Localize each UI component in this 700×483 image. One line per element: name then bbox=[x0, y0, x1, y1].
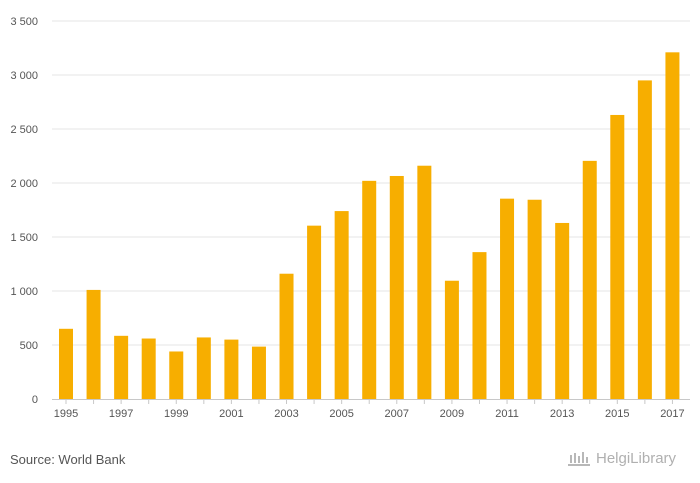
bar-1997 bbox=[114, 335, 129, 399]
y-tick-label: 2 000 bbox=[10, 178, 38, 190]
x-tick-label: 2001 bbox=[219, 408, 243, 420]
bar-2013 bbox=[555, 222, 570, 399]
bar-1998 bbox=[141, 338, 156, 399]
bar-2010 bbox=[472, 252, 487, 399]
x-tick-label: 2007 bbox=[385, 408, 409, 420]
y-tick-label: 3 500 bbox=[10, 16, 38, 28]
y-axis: 0 500 1 000 1 500 2 000 2 500 3 000 3 500 bbox=[10, 16, 38, 406]
x-tick-label: 2017 bbox=[660, 408, 684, 420]
x-tick-label: 1995 bbox=[54, 408, 78, 420]
x-tick-label: 2003 bbox=[274, 408, 298, 420]
bar-2002 bbox=[251, 346, 266, 399]
x-tick-label: 2005 bbox=[329, 408, 353, 420]
bar-2000 bbox=[196, 337, 211, 399]
bar-1999 bbox=[169, 351, 184, 399]
bar-2004 bbox=[307, 225, 322, 399]
x-tick-label: 2013 bbox=[550, 408, 574, 420]
y-tick-label: 1 000 bbox=[10, 286, 38, 298]
y-tick-label: 1 500 bbox=[10, 232, 38, 244]
library-icon bbox=[568, 452, 590, 466]
y-tick-label: 3 000 bbox=[10, 70, 38, 82]
x-tick-label: 2009 bbox=[440, 408, 464, 420]
y-tick-label: 500 bbox=[20, 340, 38, 352]
bar-2006 bbox=[362, 180, 377, 399]
x-tick-label: 2011 bbox=[495, 408, 519, 420]
x-tick-label: 2015 bbox=[605, 408, 629, 420]
y-tick-label: 2 500 bbox=[10, 124, 38, 136]
source-note: Source: World Bank bbox=[10, 452, 126, 467]
bar-1996 bbox=[86, 289, 101, 399]
bar-2008 bbox=[417, 165, 432, 399]
bar-2001 bbox=[224, 339, 239, 399]
bar-2015 bbox=[610, 114, 625, 400]
bar-2007 bbox=[389, 175, 404, 399]
y-tick-label: 0 bbox=[32, 394, 38, 406]
bar-2009 bbox=[444, 280, 459, 399]
logo-text: HelgiLibrary bbox=[596, 449, 677, 467]
x-tick-label: 1997 bbox=[109, 408, 133, 420]
bar-2005 bbox=[334, 211, 349, 399]
bar-2011 bbox=[500, 198, 515, 399]
bars bbox=[59, 52, 680, 400]
bar-2003 bbox=[279, 273, 294, 399]
helgi-library-logo: HelgiLibrary bbox=[566, 448, 676, 468]
bar-2014 bbox=[582, 160, 597, 399]
bar-2012 bbox=[527, 199, 542, 399]
bar-1995 bbox=[59, 328, 73, 399]
bar-2017 bbox=[665, 52, 680, 399]
x-axis: 1995 1997 1999 2001 2003 2005 2007 2009 2011 2013… bbox=[54, 399, 685, 420]
bar-2016 bbox=[637, 80, 652, 400]
x-tick-label: 1999 bbox=[164, 408, 188, 420]
